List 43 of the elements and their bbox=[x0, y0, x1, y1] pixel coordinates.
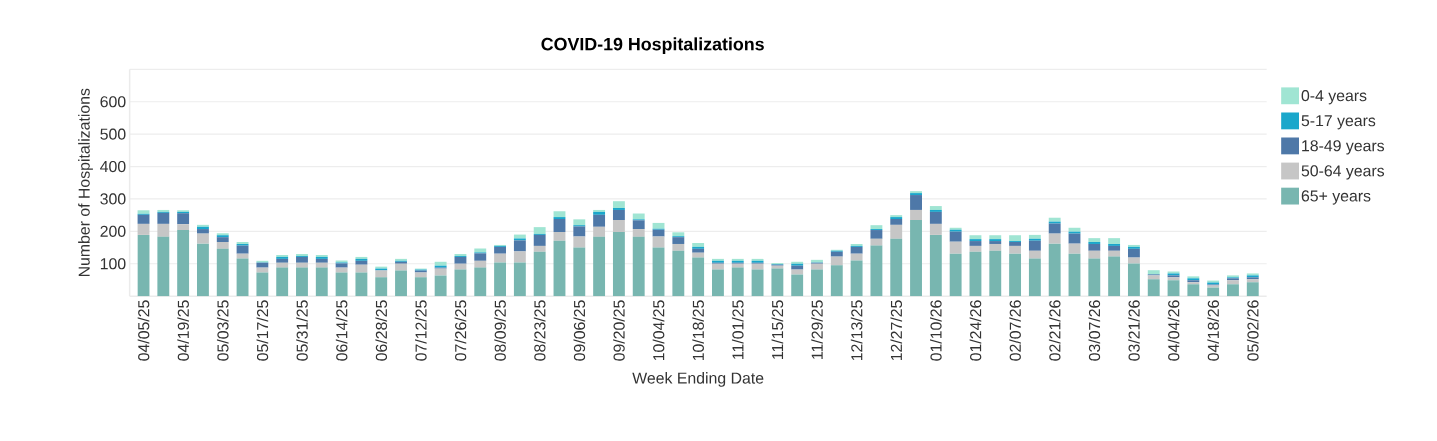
x-tick-label: 05/17/25 bbox=[256, 300, 269, 361]
x-tick-label: 02/07/26 bbox=[1009, 300, 1021, 361]
x-tick-label: 04/04/26 bbox=[1167, 300, 1180, 361]
legend-label: 50-64 years bbox=[1301, 165, 1385, 180]
y-tick-label: 600 bbox=[100, 96, 126, 108]
y-tick-label: 400 bbox=[100, 161, 126, 173]
x-tick-label: 11/29/25 bbox=[811, 300, 823, 360]
x-tick-label: 06/28/25 bbox=[375, 300, 388, 361]
x-tick-label: 09/20/25 bbox=[613, 300, 625, 361]
x-tick-label: 05/03/25 bbox=[216, 300, 229, 361]
x-tick-label: 04/19/25 bbox=[177, 300, 189, 361]
x-tick-label: 11/15/25 bbox=[771, 300, 784, 360]
y-tick-label: 100 bbox=[100, 258, 126, 270]
y-axis-title: Number of Hospitalizations bbox=[78, 88, 93, 277]
x-axis-title: Week Ending Date bbox=[632, 372, 764, 387]
x-tick-label: 01/10/26 bbox=[930, 300, 942, 361]
x-tick-label: 10/04/25 bbox=[652, 300, 665, 361]
x-tick-label: 04/18/26 bbox=[1207, 300, 1219, 361]
legend-label: 65+ years bbox=[1301, 190, 1371, 205]
x-tick-label: 09/06/25 bbox=[573, 300, 586, 361]
x-tick-label: 08/09/25 bbox=[494, 300, 506, 361]
x-tick-label: 05/02/26 bbox=[1246, 300, 1259, 361]
x-tick-label: 07/26/25 bbox=[454, 300, 467, 361]
x-tick-label: 03/21/26 bbox=[1128, 300, 1140, 361]
x-tick-label: 07/12/25 bbox=[415, 300, 427, 361]
y-tick-label: 300 bbox=[100, 193, 126, 205]
x-tick-label: 11/01/25 bbox=[731, 300, 744, 360]
chart-title: COVID-19 Hospitalizations bbox=[541, 37, 764, 55]
x-tick-label: 10/18/25 bbox=[692, 300, 704, 361]
legend-label: 0-4 years bbox=[1301, 90, 1367, 105]
x-tick-label: 12/27/25 bbox=[890, 300, 903, 361]
x-tick-label: 12/13/25 bbox=[850, 300, 863, 361]
legend-label: 18-49 years bbox=[1302, 140, 1385, 155]
x-tick-label: 08/23/25 bbox=[533, 300, 546, 361]
x-tick-label: 04/05/25 bbox=[137, 300, 150, 361]
y-tick-label: 200 bbox=[100, 225, 126, 238]
x-tick-label: 02/21/26 bbox=[1048, 300, 1061, 361]
y-tick-label: 500 bbox=[100, 128, 126, 140]
x-tick-label: 03/07/26 bbox=[1088, 300, 1101, 361]
x-tick-label: 06/14/25 bbox=[335, 300, 348, 361]
x-tick-label: 05/31/25 bbox=[296, 300, 308, 361]
legend-label: 5-17 years bbox=[1301, 115, 1376, 130]
x-tick-label: 01/24/26 bbox=[969, 300, 982, 361]
